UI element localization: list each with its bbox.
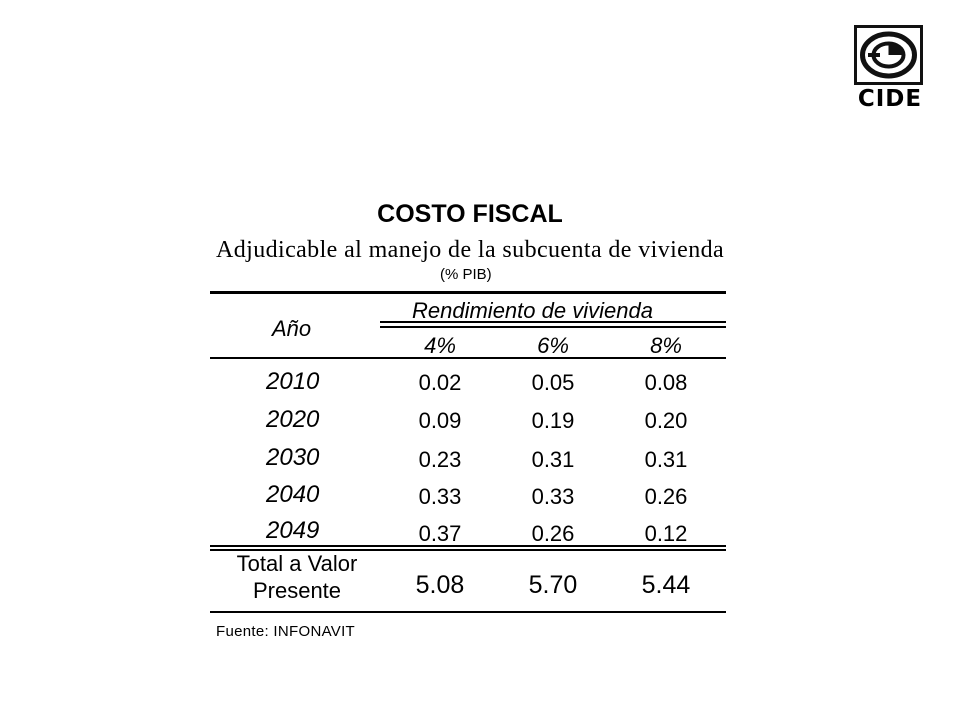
source-note: Fuente: INFONAVIT bbox=[216, 623, 356, 640]
row-year: 2030 bbox=[266, 444, 320, 471]
table-subtitle: Adjudicable al manejo de la subcuenta de… bbox=[216, 237, 725, 263]
row-year: 2040 bbox=[266, 481, 320, 508]
bottom-rule bbox=[210, 611, 726, 613]
total-rule-1 bbox=[210, 545, 726, 547]
group-rule-2 bbox=[380, 326, 726, 328]
unit-label: (% PIB) bbox=[440, 266, 492, 283]
cell: 0.26 bbox=[531, 521, 575, 546]
header-col-6: 6% bbox=[537, 333, 569, 358]
cell: 0.31 bbox=[644, 447, 688, 472]
cell: 0.33 bbox=[531, 484, 575, 509]
header-year: Año bbox=[272, 316, 312, 341]
cell: 0.23 bbox=[418, 447, 462, 472]
row-year: 2010 bbox=[266, 368, 320, 395]
header-rule bbox=[210, 357, 726, 359]
cell: 0.02 bbox=[418, 370, 462, 395]
total-cell: 5.08 bbox=[415, 571, 465, 599]
cell: 0.31 bbox=[531, 447, 575, 472]
cell: 0.05 bbox=[531, 370, 575, 395]
cell: 0.09 bbox=[418, 408, 462, 433]
cell: 0.19 bbox=[531, 408, 575, 433]
cell: 0.20 bbox=[644, 408, 688, 433]
cell: 0.37 bbox=[418, 521, 462, 546]
cell: 0.33 bbox=[418, 484, 462, 509]
header-group: Rendimiento de vivienda bbox=[412, 298, 653, 323]
header-col-4: 4% bbox=[424, 333, 456, 358]
cide-emblem-icon bbox=[854, 25, 923, 85]
row-year: 2020 bbox=[266, 406, 320, 433]
cell: 0.08 bbox=[644, 370, 688, 395]
cell: 0.12 bbox=[644, 521, 688, 546]
total-cell: 5.70 bbox=[528, 571, 578, 599]
group-rule-1 bbox=[380, 321, 726, 323]
table-title: COSTO FISCAL bbox=[377, 200, 563, 228]
cide-logo: CIDE bbox=[849, 22, 931, 112]
cell: 0.26 bbox=[644, 484, 688, 509]
top-rule bbox=[210, 291, 726, 294]
total-label: Total a Valor Presente bbox=[236, 551, 358, 603]
total-rule-2 bbox=[210, 549, 726, 551]
cide-logo-text: CIDE bbox=[857, 86, 923, 112]
total-cell: 5.44 bbox=[641, 571, 691, 599]
row-year: 2049 bbox=[266, 517, 320, 544]
header-col-8: 8% bbox=[650, 333, 682, 358]
